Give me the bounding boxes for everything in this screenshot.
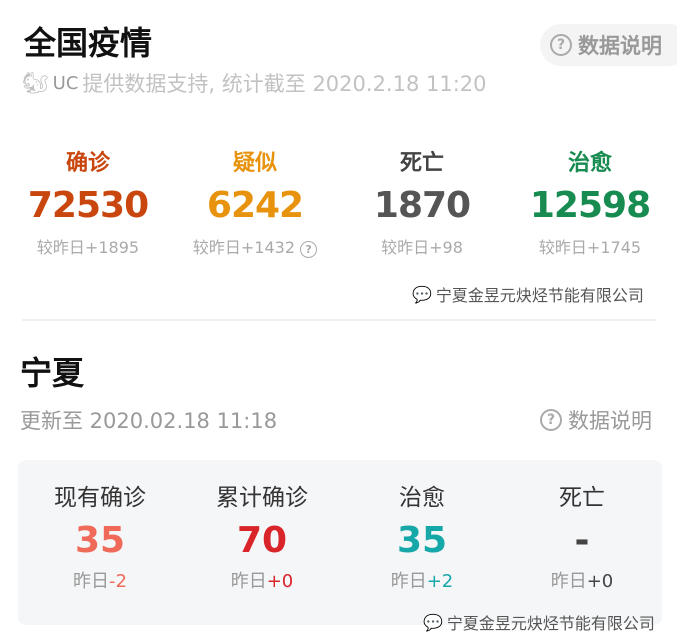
- stat-value: 12598: [529, 185, 651, 226]
- data-explanation-label: 数据说明: [568, 409, 652, 433]
- watermark: 💬 宁夏金昱元炔烃节能有限公司: [423, 610, 655, 634]
- region-title: 宁夏: [20, 354, 85, 392]
- stat-delta: -2: [109, 571, 127, 592]
- stat-label: 死亡: [559, 485, 605, 511]
- stat-value: 72530: [27, 185, 149, 226]
- question-icon[interactable]: ?: [300, 241, 318, 258]
- stat-delta: 较昨日+1432: [192, 238, 296, 257]
- stat-delta-row: 昨日-2: [15, 567, 185, 593]
- stat-label: 累计确诊: [216, 485, 308, 511]
- stat-label: 治愈: [399, 485, 445, 511]
- delta-prefix: 昨日: [73, 571, 110, 592]
- stat-value: 35: [396, 520, 448, 561]
- question-icon: ?: [550, 34, 572, 56]
- stat-deaths: 死亡 - 昨日+0: [497, 478, 667, 593]
- stat-value: 1870: [373, 185, 471, 226]
- data-explanation-label: 数据说明: [578, 34, 662, 58]
- stat-label: 死亡: [399, 151, 444, 176]
- question-icon: ?: [540, 409, 562, 431]
- source-text: 提供数据支持, 统计截至 2020.2.18 11:20: [82, 72, 487, 96]
- stat-value: 70: [236, 520, 288, 561]
- region-stats-card: 现有确诊 35 昨日-2 累计确诊 70 昨日+0 治愈 35 昨日+2 死亡 …: [15, 460, 662, 633]
- stat-delta-row: 昨日+0: [497, 567, 667, 593]
- stat-label: 治愈: [567, 151, 612, 176]
- uc-logo-icon: 🐿: [22, 70, 49, 95]
- stat-label: 确诊: [65, 151, 110, 176]
- region-updated: 更新至 2020.02.18 11:18: [20, 409, 278, 433]
- watermark-text: 宁夏金昱元炔烃节能有限公司: [446, 614, 655, 633]
- delta-prefix: 昨日: [390, 571, 427, 592]
- stat-delta-row: 昨日+2: [337, 567, 507, 593]
- stat-delta-row: 昨日+0: [177, 567, 347, 593]
- wechat-icon: 💬: [412, 284, 432, 304]
- stat-value: 35: [74, 520, 126, 561]
- region-data-explanation-button[interactable]: ? 数据说明: [540, 405, 652, 435]
- stat-cured: 治愈 35 昨日+2: [337, 478, 507, 593]
- stat-value: 6242: [206, 185, 304, 226]
- watermark: 💬 宁夏金昱元炔烃节能有限公司: [412, 282, 644, 306]
- delta-prefix: 昨日: [550, 571, 587, 592]
- stat-delta: 较昨日+1745: [538, 238, 642, 257]
- stat-label: 现有确诊: [54, 485, 146, 511]
- wechat-icon: 💬: [423, 612, 443, 632]
- page-title: 全国疫情: [24, 24, 153, 62]
- stat-delta: 较昨日+98: [381, 238, 463, 257]
- stat-delta: +2: [426, 571, 454, 592]
- stat-label: 疑似: [232, 151, 277, 176]
- stat-value: -: [574, 520, 590, 561]
- source-line: 🐿 UC 提供数据支持, 统计截至 2020.2.18 11:20: [22, 68, 487, 98]
- stat-delta: +0: [266, 571, 294, 592]
- data-explanation-button[interactable]: ? 数据说明: [540, 24, 677, 66]
- delta-prefix: 昨日: [230, 571, 267, 592]
- stat-delta-row: 较昨日+1432 ?: [170, 234, 340, 258]
- stat-cured: 治愈 12598 较昨日+1745: [505, 145, 675, 258]
- watermark-text: 宁夏金昱元炔烃节能有限公司: [435, 286, 644, 305]
- stat-delta: 较昨日+1895: [36, 238, 140, 257]
- divider: [22, 319, 656, 321]
- stat-current-confirmed: 现有确诊 35 昨日-2: [15, 478, 185, 593]
- stat-confirmed: 确诊 72530 较昨日+1895: [3, 145, 173, 258]
- stat-delta: +0: [586, 571, 614, 592]
- stat-total-confirmed: 累计确诊 70 昨日+0: [177, 478, 347, 593]
- stat-deaths: 死亡 1870 较昨日+98: [337, 145, 507, 258]
- uc-logo-text: UC: [52, 72, 79, 94]
- stat-suspected: 疑似 6242 较昨日+1432 ?: [170, 145, 340, 258]
